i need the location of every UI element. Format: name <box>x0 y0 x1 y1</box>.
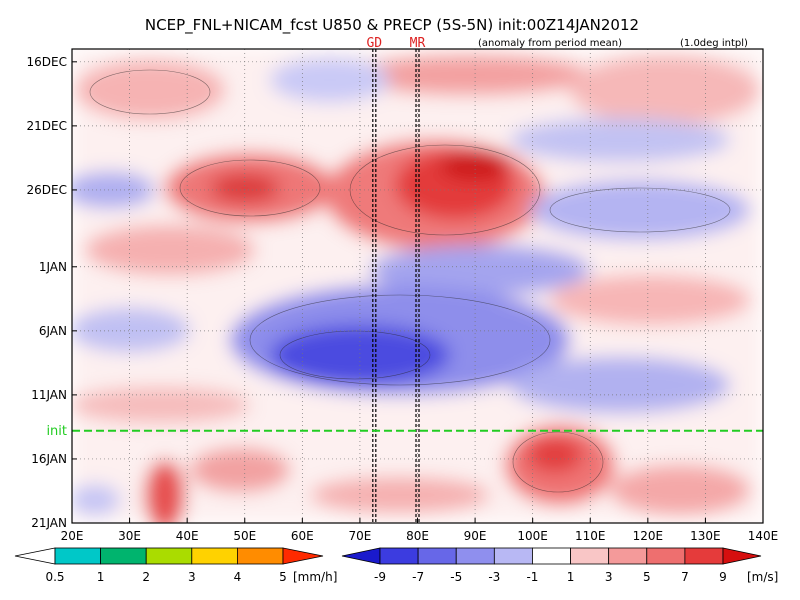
precip-colorbar: 0.5 1 2 3 4 5 <box>14 547 324 584</box>
y-tick-label: 16DEC <box>27 55 67 69</box>
u850-tick-label: -9 <box>374 570 386 584</box>
precip-bar-segment <box>100 547 147 565</box>
precip-bar-segment <box>282 547 324 565</box>
u850-tick-label: 7 <box>681 570 689 584</box>
grid-lines <box>72 49 763 523</box>
precip-tick-label: 0.5 <box>45 570 64 584</box>
u850-tick-label: -7 <box>412 570 424 584</box>
u850-shading <box>72 49 763 523</box>
precip-bar-segment <box>236 547 284 565</box>
precip-tick-label: 3 <box>188 570 196 584</box>
x-tick-label: 40E <box>176 529 199 543</box>
interp-note: (1.0deg intpl) <box>680 38 748 49</box>
precip-bar-segment <box>14 547 56 565</box>
u850-colorbar: -9 -7 -5 -3 -1 1 3 5 7 9 <box>341 547 762 584</box>
u850-tick-label: -5 <box>450 570 462 584</box>
u850-bar-segment <box>684 547 724 565</box>
x-tick-label: 60E <box>291 529 314 543</box>
marker-label-mr: MR <box>410 36 426 51</box>
precip-tick-label: 4 <box>234 570 242 584</box>
y-axis: 16DEC 21DEC 26DEC 1JAN 6JAN 11JAN 16JAN 21JAN <box>27 55 77 530</box>
u850-bar-segment <box>341 547 381 565</box>
x-tick-label: 80E <box>406 529 429 543</box>
u850-bar-segment <box>646 547 686 565</box>
u850-tick-label: -1 <box>526 570 538 584</box>
u850-bar-segment <box>493 547 533 565</box>
precip-bar-segment <box>54 547 101 565</box>
u850-bar-segment <box>722 547 762 565</box>
precip-bar-segment <box>145 547 193 565</box>
x-tick-label: 90E <box>464 529 487 543</box>
precip-tick-label: 2 <box>142 570 150 584</box>
u850-bar-segment <box>570 547 610 565</box>
precip-tick-label: 1 <box>97 570 105 584</box>
u850-bar-segment <box>532 547 571 565</box>
u850-tick-label: 9 <box>719 570 727 584</box>
longitude-markers: GD MR <box>366 36 425 523</box>
marker-label-gd: GD <box>366 36 382 51</box>
x-tick-label: 30E <box>118 529 141 543</box>
init-line: init <box>46 424 763 439</box>
u850-bar-segment <box>608 547 648 565</box>
y-tick-label: 6JAN <box>39 324 67 338</box>
x-axis: 20E 30E 40E 50E 60E 70E 80E 90E 100E 110E 120E 130E… <box>61 518 779 543</box>
x-tick-label: 140E <box>748 529 779 543</box>
x-tick-label: 110E <box>575 529 606 543</box>
y-tick-label: 1JAN <box>39 260 67 274</box>
u850-bar-segment <box>379 547 419 565</box>
u850-bar-segment <box>455 547 495 565</box>
y-tick-label: 21JAN <box>31 516 67 530</box>
u850-bar-segment <box>417 547 457 565</box>
u850-tick-label: -3 <box>488 570 500 584</box>
anomaly-note: (anomaly from period mean) <box>478 38 622 49</box>
x-tick-label: 70E <box>348 529 371 543</box>
y-tick-label: 21DEC <box>27 119 67 133</box>
precip-tick-label: 5 <box>279 570 287 584</box>
u850-unit: [m/s] <box>747 570 778 584</box>
u850-tick-label: 3 <box>605 570 613 584</box>
u850-tick-label: 1 <box>567 570 575 584</box>
init-label: init <box>46 424 67 439</box>
y-tick-label: 26DEC <box>27 183 67 197</box>
chart-title: NCEP_FNL+NICAM_fcst U850 & PRECP (5S-5N)… <box>145 16 639 35</box>
precip-bar-segment <box>191 547 238 565</box>
x-tick-label: 20E <box>61 529 84 543</box>
u850-tick-label: 5 <box>643 570 651 584</box>
x-tick-label: 120E <box>633 529 664 543</box>
y-tick-label: 16JAN <box>31 452 67 466</box>
precip-unit: [mm/h] <box>293 570 337 584</box>
x-tick-label: 100E <box>517 529 548 543</box>
y-tick-label: 11JAN <box>31 388 67 402</box>
x-tick-label: 130E <box>690 529 721 543</box>
x-tick-label: 50E <box>233 529 256 543</box>
